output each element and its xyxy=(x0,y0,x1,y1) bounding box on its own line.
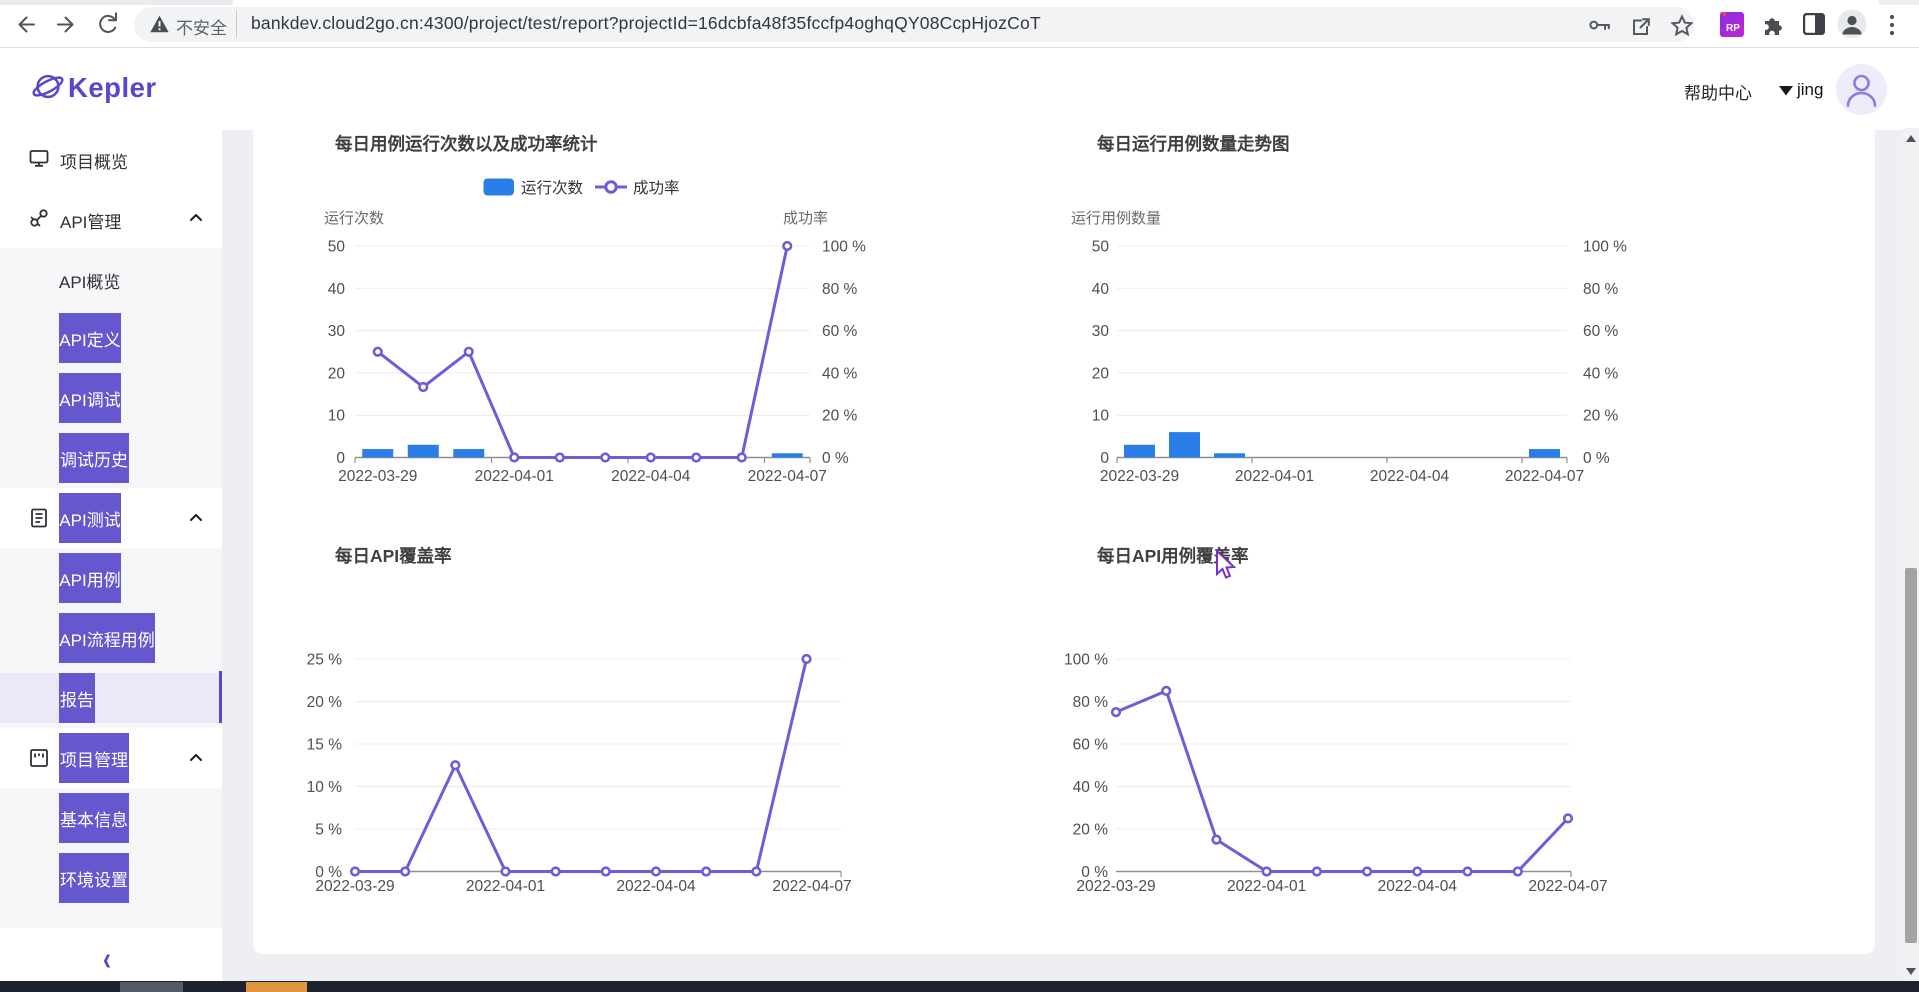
svg-text:100 %: 100 % xyxy=(1064,652,1108,669)
svg-text:2022-04-07: 2022-04-07 xyxy=(748,468,827,485)
svg-text:0: 0 xyxy=(336,450,345,467)
svg-text:0: 0 xyxy=(1100,450,1109,467)
svg-text:30: 30 xyxy=(328,323,346,340)
svg-text:2022-04-01: 2022-04-01 xyxy=(475,468,554,485)
svg-text:40: 40 xyxy=(1092,281,1110,298)
svg-text:2022-04-04: 2022-04-04 xyxy=(616,878,696,895)
svg-text:25 %: 25 % xyxy=(307,652,343,669)
svg-text:100 %: 100 % xyxy=(822,239,866,256)
svg-text:0 %: 0 % xyxy=(822,450,849,467)
svg-text:0 %: 0 % xyxy=(1081,864,1108,881)
svg-text:80 %: 80 % xyxy=(1073,694,1109,711)
svg-text:每日API覆盖率: 每日API覆盖率 xyxy=(335,546,452,566)
svg-text:40 %: 40 % xyxy=(1583,365,1619,382)
svg-text:2022-04-07: 2022-04-07 xyxy=(1505,468,1584,485)
svg-text:0 %: 0 % xyxy=(315,864,342,881)
svg-text:2022-04-04: 2022-04-04 xyxy=(1370,468,1450,485)
svg-text:2022-03-29: 2022-03-29 xyxy=(315,878,394,895)
svg-text:成功率: 成功率 xyxy=(783,210,828,227)
svg-text:10: 10 xyxy=(328,408,346,425)
svg-text:10 %: 10 % xyxy=(307,779,343,796)
svg-text:20: 20 xyxy=(328,365,346,382)
svg-text:2022-04-04: 2022-04-04 xyxy=(1378,878,1458,895)
svg-text:5 %: 5 % xyxy=(315,822,342,839)
svg-text:每日运行用例数量走势图: 每日运行用例数量走势图 xyxy=(1097,134,1290,154)
svg-text:40 %: 40 % xyxy=(822,365,858,382)
svg-text:50: 50 xyxy=(1092,239,1110,256)
svg-text:20 %: 20 % xyxy=(822,408,858,425)
svg-text:2022-04-01: 2022-04-01 xyxy=(466,878,545,895)
svg-text:100 %: 100 % xyxy=(1583,239,1627,256)
svg-text:80 %: 80 % xyxy=(1583,281,1619,298)
svg-text:20 %: 20 % xyxy=(1583,408,1619,425)
svg-text:每日用例运行次数以及成功率统计: 每日用例运行次数以及成功率统计 xyxy=(335,134,598,154)
svg-text:15 %: 15 % xyxy=(307,737,343,754)
svg-text:20: 20 xyxy=(1092,365,1110,382)
svg-text:成功率: 成功率 xyxy=(633,179,680,197)
svg-text:运行用例数量: 运行用例数量 xyxy=(1071,210,1161,227)
svg-text:20 %: 20 % xyxy=(1073,822,1109,839)
svg-text:60 %: 60 % xyxy=(1583,323,1619,340)
svg-text:20 %: 20 % xyxy=(307,694,343,711)
svg-text:2022-04-01: 2022-04-01 xyxy=(1227,878,1306,895)
svg-text:40 %: 40 % xyxy=(1073,779,1109,796)
svg-text:60 %: 60 % xyxy=(1073,737,1109,754)
svg-text:RP: RP xyxy=(1726,23,1740,34)
svg-text:30: 30 xyxy=(1092,323,1110,340)
svg-text:2022-04-04: 2022-04-04 xyxy=(611,468,691,485)
svg-text:每日API用例覆盖率: 每日API用例覆盖率 xyxy=(1097,546,1249,566)
svg-text:运行次数: 运行次数 xyxy=(324,210,384,227)
svg-text:50: 50 xyxy=(328,239,346,256)
svg-text:2022-04-01: 2022-04-01 xyxy=(1235,468,1314,485)
svg-text:60 %: 60 % xyxy=(822,323,858,340)
svg-text:运行次数: 运行次数 xyxy=(521,179,584,197)
svg-text:2022-03-29: 2022-03-29 xyxy=(1100,468,1179,485)
svg-text:40: 40 xyxy=(328,281,346,298)
svg-text:2022-04-07: 2022-04-07 xyxy=(772,878,851,895)
svg-text:2022-03-29: 2022-03-29 xyxy=(338,468,417,485)
svg-text:2022-03-29: 2022-03-29 xyxy=(1076,878,1155,895)
svg-text:0 %: 0 % xyxy=(1583,450,1610,467)
svg-text:10: 10 xyxy=(1092,408,1110,425)
svg-text:80 %: 80 % xyxy=(822,281,858,298)
svg-text:2022-04-07: 2022-04-07 xyxy=(1528,878,1607,895)
